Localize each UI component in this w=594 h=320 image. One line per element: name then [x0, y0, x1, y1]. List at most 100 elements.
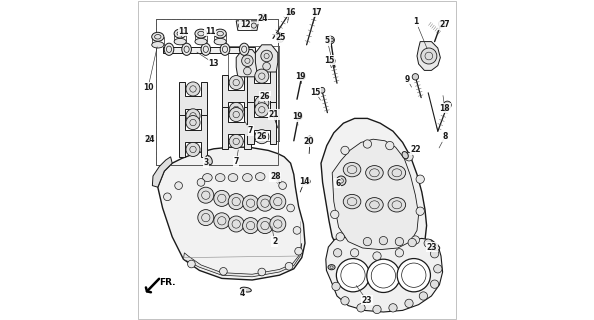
Polygon shape [158, 147, 305, 280]
Ellipse shape [195, 29, 207, 38]
Circle shape [431, 280, 439, 288]
Circle shape [373, 305, 381, 314]
Ellipse shape [214, 29, 226, 38]
Ellipse shape [146, 135, 153, 141]
Circle shape [186, 142, 200, 156]
Circle shape [444, 101, 451, 109]
Ellipse shape [303, 179, 310, 184]
Circle shape [341, 146, 349, 155]
Circle shape [336, 233, 345, 241]
Polygon shape [179, 82, 207, 123]
Polygon shape [332, 139, 419, 250]
Circle shape [357, 304, 365, 312]
Circle shape [424, 239, 432, 247]
Text: 2: 2 [272, 237, 277, 246]
Circle shape [329, 58, 335, 64]
Circle shape [270, 216, 286, 232]
Polygon shape [326, 237, 443, 312]
Ellipse shape [201, 43, 211, 55]
Circle shape [228, 194, 244, 210]
Ellipse shape [343, 163, 361, 177]
Circle shape [412, 74, 419, 80]
Circle shape [331, 210, 339, 219]
Text: 17: 17 [311, 8, 322, 17]
Circle shape [405, 153, 413, 161]
Ellipse shape [260, 14, 267, 20]
Circle shape [336, 259, 369, 292]
Circle shape [386, 141, 394, 150]
Ellipse shape [366, 166, 383, 180]
Circle shape [214, 213, 230, 229]
Text: 15: 15 [324, 56, 334, 65]
Polygon shape [222, 75, 251, 117]
Polygon shape [152, 157, 172, 187]
Circle shape [255, 103, 269, 117]
Ellipse shape [182, 43, 191, 55]
Text: 5: 5 [325, 36, 330, 45]
Circle shape [186, 116, 200, 130]
Polygon shape [255, 45, 278, 72]
Ellipse shape [255, 172, 265, 180]
Circle shape [279, 182, 286, 189]
Ellipse shape [151, 42, 164, 48]
Polygon shape [417, 42, 440, 70]
Circle shape [416, 175, 424, 183]
Circle shape [163, 193, 171, 201]
Polygon shape [247, 69, 276, 110]
Circle shape [313, 8, 320, 14]
Circle shape [295, 112, 302, 120]
Circle shape [287, 204, 295, 212]
Circle shape [287, 8, 294, 14]
Ellipse shape [242, 173, 252, 182]
Circle shape [263, 62, 270, 70]
Circle shape [327, 36, 334, 44]
Circle shape [295, 247, 302, 255]
Circle shape [175, 182, 182, 189]
Circle shape [251, 23, 257, 28]
Circle shape [220, 268, 228, 275]
Circle shape [229, 102, 243, 116]
Text: 18: 18 [440, 104, 450, 113]
Ellipse shape [151, 32, 164, 41]
Text: 25: 25 [275, 33, 286, 42]
Circle shape [273, 172, 278, 178]
Circle shape [270, 194, 286, 210]
Circle shape [438, 21, 445, 27]
Text: 21: 21 [268, 110, 279, 119]
Polygon shape [321, 118, 426, 264]
Circle shape [261, 50, 273, 62]
Text: 28: 28 [270, 172, 280, 181]
Ellipse shape [388, 166, 406, 180]
Ellipse shape [366, 198, 383, 212]
Text: 23: 23 [427, 243, 437, 252]
Circle shape [332, 282, 340, 291]
Polygon shape [222, 107, 251, 149]
Polygon shape [236, 21, 258, 30]
Text: 19: 19 [292, 112, 302, 121]
Circle shape [395, 249, 403, 257]
Text: 23: 23 [362, 296, 372, 305]
Circle shape [373, 252, 381, 260]
Polygon shape [236, 50, 258, 77]
Circle shape [397, 259, 431, 292]
Polygon shape [184, 243, 302, 277]
Bar [163, 47, 255, 53]
Circle shape [364, 237, 372, 246]
Ellipse shape [174, 29, 187, 38]
Circle shape [257, 218, 273, 234]
Text: 6: 6 [335, 179, 340, 188]
Ellipse shape [216, 173, 225, 182]
Ellipse shape [220, 43, 230, 55]
Circle shape [408, 238, 416, 247]
Circle shape [285, 262, 293, 270]
Circle shape [228, 216, 244, 232]
Circle shape [298, 72, 306, 80]
Text: 3: 3 [203, 158, 208, 167]
Circle shape [421, 48, 437, 64]
Ellipse shape [239, 43, 249, 55]
Circle shape [364, 140, 372, 148]
Circle shape [186, 109, 200, 123]
Circle shape [255, 96, 269, 110]
Text: 1: 1 [413, 17, 419, 26]
Circle shape [198, 187, 214, 203]
